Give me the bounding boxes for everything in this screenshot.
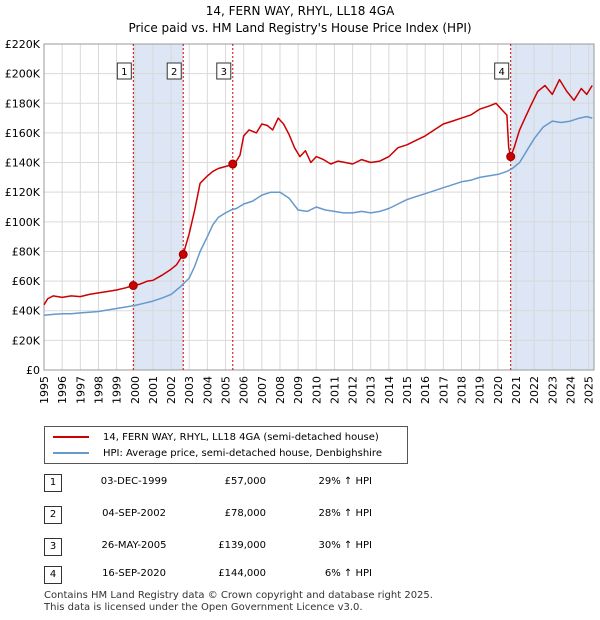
x-tick-label: 1995 [38,376,51,404]
transaction-label: 4 [498,67,504,78]
x-tick-label: 2005 [220,376,233,404]
transaction-price: £78,000 [224,508,266,519]
legend-item-hpi: HPI: Average price, semi-detached house,… [53,445,382,461]
x-tick-label: 2016 [419,376,432,404]
transaction-hpi: 29% ↑ HPI [318,476,372,487]
x-tick-label: 2000 [129,376,142,404]
y-tick-label: £200K [5,68,41,81]
x-tick-label: 2019 [474,376,487,404]
y-tick-label: £180K [5,97,41,110]
transaction-label: 1 [121,67,127,78]
x-tick-label: 1999 [111,376,124,404]
x-tick-label: 2023 [546,376,559,404]
y-tick-label: £140K [5,157,41,170]
transaction-label: 2 [171,67,177,78]
y-tick-label: £20K [12,334,41,347]
transaction-row: 4 16-SEP-2020 £144,000 6% ↑ HPI [44,566,544,584]
legend-swatch-price [53,436,89,438]
y-tick-label: £160K [5,127,41,140]
transaction-marker [128,281,138,291]
y-tick-label: £80K [12,245,41,258]
y-tick-label: £60K [12,275,41,288]
price-paid-line [43,78,593,306]
x-tick-label: 2008 [274,376,287,404]
transaction-date: 16-SEP-2020 [102,568,166,579]
plot-frame [43,43,595,371]
legend-swatch-hpi [53,452,89,454]
x-tick-label: 2025 [583,376,596,404]
x-tick-label: 1998 [92,376,105,404]
x-tick-label: 2021 [510,376,523,404]
transaction-label: 3 [221,67,227,78]
x-tick-label: 2024 [564,376,577,404]
transaction-label-box [116,62,132,80]
transaction-hpi: 30% ↑ HPI [318,540,372,551]
transaction-row: 2 04-SEP-2002 £78,000 28% ↑ HPI [44,506,544,524]
transaction-number: 4 [44,566,62,584]
y-tick-label: £0 [26,364,40,377]
x-tick-label: 1996 [56,376,69,404]
y-tick-label: £100K [5,216,41,229]
y-tick-label: £220K [5,38,41,51]
price-chart: £0 £20K £40K £60K £80K £100K £120K £140K £160K £1… [5,38,596,404]
x-tick-label: 2015 [401,376,414,404]
transaction-row: 3 26-MAY-2005 £139,000 30% ↑ HPI [44,538,544,556]
transaction-price: £139,000 [218,540,266,551]
transaction-hpi: 6% ↑ HPI [324,568,372,579]
footer-license: This data is licensed under the Open Gov… [44,602,363,613]
transaction-hpi: 28% ↑ HPI [318,508,372,519]
transaction-date: 26-MAY-2005 [101,540,167,551]
transaction-label-box [494,62,510,80]
transaction-marker [228,159,238,169]
x-tick-label: 2013 [365,376,378,404]
legend: 14, FERN WAY, RHYL, LL18 4GA (semi-detac… [44,426,408,464]
transaction-label-box [216,62,232,80]
chart-subtitle: Price paid vs. HM Land Registry's House … [128,21,472,35]
x-tick-label: 2006 [238,376,251,404]
transaction-row: 1 03-DEC-1999 £57,000 29% ↑ HPI [44,474,544,492]
x-tick-label: 2018 [455,376,468,404]
transaction-date: 03-DEC-1999 [100,476,168,487]
shaded-span [133,44,184,370]
x-tick-label: 2014 [383,376,396,404]
transaction-number: 2 [44,506,62,524]
x-tick-label: 2020 [492,376,505,404]
x-tick-label: 2004 [201,376,214,404]
y-tick-label: £120K [5,186,41,199]
x-tick-label: 2017 [437,376,450,404]
chart-title: 14, FERN WAY, RHYL, LL18 4GA [205,4,395,18]
x-tick-label: 2010 [310,376,323,404]
x-tick-label: 1997 [74,376,87,404]
x-tick-label: 2003 [183,376,196,404]
x-tick-label: 2007 [256,376,269,404]
transaction-marker [506,152,516,162]
transaction-number: 3 [44,538,62,556]
hpi-line [43,115,593,316]
legend-label-hpi: HPI: Average price, semi-detached house,… [103,447,382,459]
transaction-price: £144,000 [218,568,266,579]
transaction-number: 1 [44,474,62,492]
legend-item-price: 14, FERN WAY, RHYL, LL18 4GA (semi-detac… [53,429,379,445]
y-tick-label: £40K [12,305,41,318]
x-tick-label: 2011 [328,376,341,404]
footer-copyright: Contains HM Land Registry data © Crown c… [44,590,433,601]
x-tick-label: 2001 [147,376,160,404]
transaction-label-box [166,62,182,80]
x-tick-label: 2009 [292,376,305,404]
x-tick-label: 2022 [528,376,541,404]
transaction-date: 04-SEP-2002 [102,508,166,519]
transaction-price: £57,000 [224,476,266,487]
legend-label-price: 14, FERN WAY, RHYL, LL18 4GA (semi-detac… [103,431,379,443]
x-tick-label: 2012 [347,376,360,404]
transaction-marker [178,249,188,259]
x-tick-label: 2002 [165,376,178,404]
